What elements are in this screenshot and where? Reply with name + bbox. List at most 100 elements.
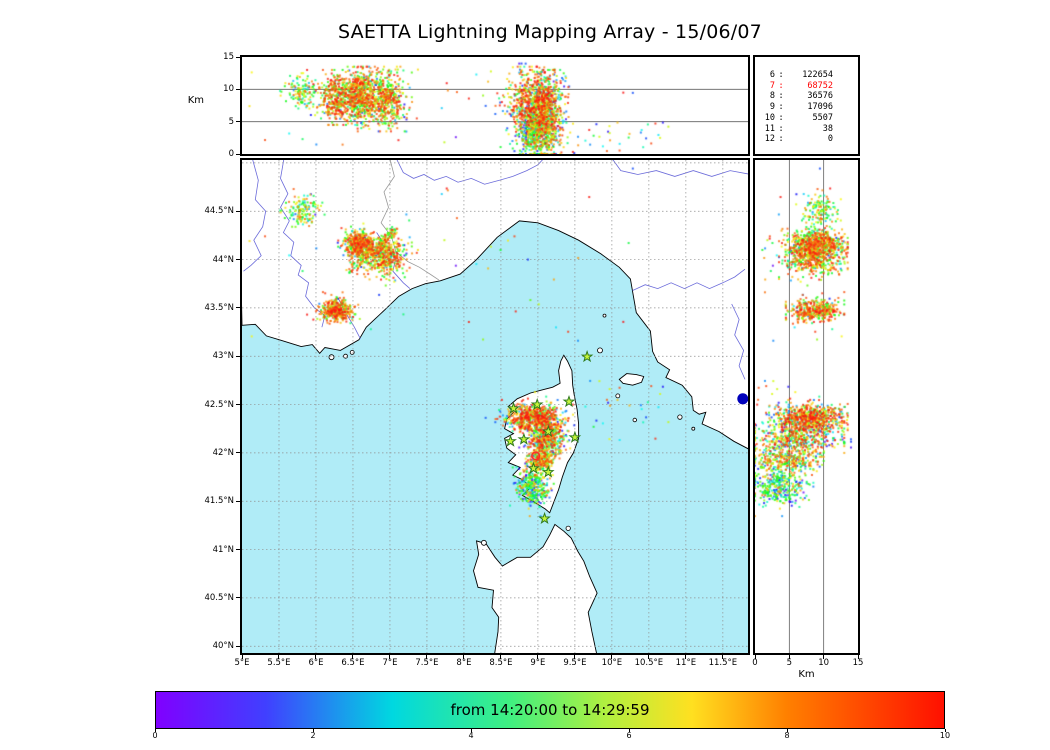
colorbar-tick-mark	[786, 729, 788, 732]
top-ytick-label: 5	[228, 116, 234, 127]
station-markers	[504, 349, 594, 525]
right-panel-xlabel: Km	[798, 669, 815, 680]
top-ytick-mark	[236, 153, 240, 155]
map-xtick-label: 5.5°E	[267, 658, 291, 668]
map-xtick-mark	[500, 655, 502, 659]
station-star-icon	[580, 349, 594, 363]
source-count-row: 10:5507	[764, 112, 833, 123]
map-xtick-label: 11.5°E	[708, 658, 738, 668]
colorbar-tick-mark	[312, 729, 314, 732]
time-colorbar: from 14:20:00 to 14:29:59	[155, 691, 945, 729]
altitude-vs-latitude-panel	[753, 158, 860, 655]
map-xtick-mark	[685, 655, 687, 659]
right-xtick-mark	[857, 655, 859, 659]
map-ytick-mark	[236, 500, 240, 502]
map-ytick-label: 41.5°N	[204, 496, 234, 507]
map-xtick-label: 5°E	[234, 658, 250, 668]
map-xtick-mark	[574, 655, 576, 659]
map-xtick-mark	[389, 655, 391, 659]
top-panel-ylabel: Km	[187, 95, 204, 106]
station-star-icon	[562, 395, 576, 408]
map-xtick-mark	[426, 655, 428, 659]
map-xtick-label: 11°E	[675, 658, 697, 668]
colorbar-tick-label: 4	[468, 731, 474, 740]
top-ytick-mark	[236, 121, 240, 123]
colorbar-tick-mark	[628, 729, 630, 732]
network-center-marker	[531, 451, 541, 461]
top-ytick-label: 15	[223, 52, 234, 62]
map-xtick-label: 8°E	[456, 658, 472, 668]
map-ytick-mark	[236, 259, 240, 261]
colorbar-tick-label: 8	[784, 731, 790, 740]
map-ytick-mark	[236, 355, 240, 357]
top-panel-scatter	[242, 57, 748, 154]
top-ytick-label: 0	[228, 149, 234, 159]
right-xtick-mark	[754, 655, 756, 659]
station-star-icon	[517, 432, 531, 445]
map-ytick-label: 41°N	[212, 544, 234, 555]
map-ytick-mark	[236, 307, 240, 309]
map-ytick-label: 43.5°N	[204, 302, 234, 313]
map-panel	[240, 158, 750, 655]
source-count-row: 11:38	[764, 123, 833, 134]
map-xtick-label: 6.5°E	[341, 658, 365, 668]
map-ytick-label: 44°N	[212, 254, 234, 265]
map-ytick-label: 43°N	[212, 351, 234, 362]
right-xtick-mark	[788, 655, 790, 659]
altitude-vs-longitude-panel	[240, 55, 750, 156]
colorbar-tick-label: 0	[152, 731, 158, 740]
map-xtick-label: 9.5°E	[563, 658, 587, 668]
station-star-icon	[541, 465, 555, 478]
map-xtick-mark	[611, 655, 613, 659]
station-star-icon	[541, 424, 555, 438]
map-ytick-mark	[236, 210, 240, 212]
colorbar-tick-label: 6	[626, 731, 632, 740]
map-ytick-label: 42°N	[212, 447, 234, 458]
page-title: SAETTA Lightning Mapping Array - 15/06/0…	[338, 21, 762, 43]
map-xtick-mark	[537, 655, 539, 659]
source-count-row: 6:122654	[769, 70, 833, 80]
map-xtick-mark	[722, 655, 724, 659]
map-ytick-label: 40°N	[212, 641, 234, 652]
map-xtick-label: 7°E	[382, 658, 398, 668]
map-xtick-mark	[241, 655, 243, 659]
source-count-row: 9:17096	[769, 102, 833, 113]
map-xtick-label: 8.5°E	[489, 658, 513, 668]
top-ytick-mark	[236, 56, 240, 58]
map-xtick-mark	[648, 655, 650, 659]
station-star-icon	[504, 434, 517, 447]
map-xtick-label: 10.5°E	[634, 658, 664, 668]
map-xtick-mark	[352, 655, 354, 659]
source-count-row: 7:68752	[769, 80, 833, 91]
map-xtick-label: 6°E	[308, 658, 324, 668]
station-star-icon	[507, 401, 520, 414]
colorbar-tick-mark	[470, 729, 472, 732]
right-xtick-label: 15	[852, 658, 864, 668]
map-ytick-label: 40.5°N	[204, 592, 234, 603]
station-star-icon	[568, 430, 582, 443]
map-ytick-label: 42.5°N	[204, 399, 234, 410]
station-star-icon	[530, 397, 544, 411]
right-xtick-label: 10	[818, 658, 830, 668]
map-ytick-mark	[236, 404, 240, 406]
source-count-row: 8:36576	[769, 91, 833, 102]
map-ytick-mark	[236, 549, 240, 551]
right-xtick-label: 5	[786, 658, 793, 668]
map-xtick-label: 7.5°E	[415, 658, 439, 668]
map-ytick-label: 44.5°N	[204, 206, 234, 217]
map-ytick-mark	[236, 452, 240, 454]
colorbar-label: from 14:20:00 to 14:29:59	[450, 701, 650, 719]
station-star-icon	[538, 511, 551, 525]
right-xtick-label: 0	[752, 658, 758, 668]
colorbar-tick-mark	[944, 729, 946, 732]
map-scatter	[242, 160, 748, 653]
map-xtick-mark	[315, 655, 317, 659]
source-counts-panel: 6:122654 7:68752 8:36576 9:17096 10:5507 11:3…	[753, 55, 860, 156]
map-xtick-label: 10°E	[601, 658, 623, 668]
source-count-row: 12:0	[764, 134, 833, 145]
map-xtick-mark	[278, 655, 280, 659]
map-xtick-label: 9°E	[530, 658, 546, 668]
colorbar-tick-label: 10	[939, 731, 951, 740]
station-star-icon	[527, 461, 540, 474]
map-ytick-mark	[236, 597, 240, 599]
